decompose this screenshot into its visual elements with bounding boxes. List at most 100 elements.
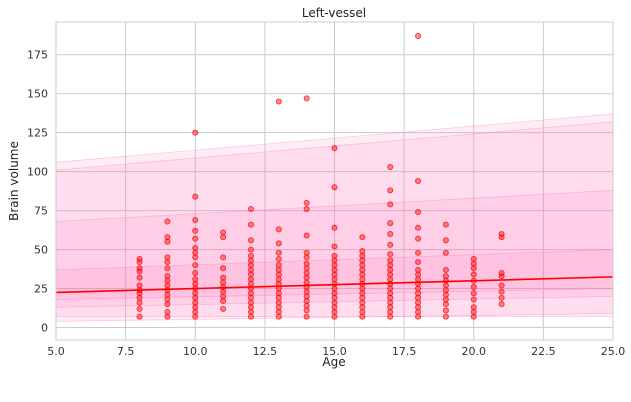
- data-point: [164, 282, 171, 289]
- data-point: [331, 266, 338, 273]
- data-point: [331, 224, 338, 231]
- data-point: [498, 234, 505, 241]
- data-point: [247, 304, 254, 311]
- data-point: [220, 305, 227, 312]
- data-point: [303, 279, 310, 286]
- data-point: [359, 271, 366, 278]
- data-point: [415, 177, 422, 184]
- data-point: [359, 280, 366, 287]
- data-point: [359, 257, 366, 264]
- data-point: [275, 285, 282, 292]
- data-point: [303, 283, 310, 290]
- data-point: [415, 308, 422, 315]
- data-point: [331, 243, 338, 250]
- data-point: [415, 235, 422, 242]
- data-point: [247, 285, 254, 292]
- data-point: [498, 288, 505, 295]
- data-point: [498, 273, 505, 280]
- data-point: [331, 290, 338, 297]
- data-point: [247, 266, 254, 273]
- data-point: [164, 313, 171, 320]
- x-tick-label: 10.0: [183, 345, 208, 358]
- data-point: [247, 280, 254, 287]
- x-tick-label: 20.0: [462, 345, 487, 358]
- data-point: [387, 262, 394, 269]
- data-point: [331, 285, 338, 292]
- data-point: [415, 224, 422, 231]
- data-point: [136, 313, 143, 320]
- data-point: [387, 299, 394, 306]
- data-point: [498, 294, 505, 301]
- y-axis-label: Brain volume: [7, 141, 21, 221]
- data-point: [331, 145, 338, 152]
- data-point: [303, 274, 310, 281]
- y-axis-ticks: 0 25 50 75 100 125 150 175: [27, 49, 48, 335]
- data-point: [498, 230, 505, 237]
- data-point: [387, 290, 394, 297]
- x-tick-label: 22.5: [531, 345, 556, 358]
- data-point: [220, 274, 227, 281]
- data-point: [387, 163, 394, 170]
- data-point: [136, 274, 143, 281]
- data-point: [164, 254, 171, 261]
- data-point: [415, 299, 422, 306]
- data-point: [164, 301, 171, 308]
- data-point: [247, 276, 254, 283]
- data-point: [415, 271, 422, 278]
- data-point: [359, 252, 366, 259]
- data-point: [359, 248, 366, 255]
- data-point: [275, 262, 282, 269]
- data-point: [359, 290, 366, 297]
- data-point: [470, 265, 477, 272]
- data-point: [192, 262, 199, 269]
- data-point: [275, 313, 282, 320]
- data-point: [192, 304, 199, 311]
- data-point: [136, 287, 143, 294]
- data-point: [303, 199, 310, 206]
- data-point: [387, 187, 394, 194]
- data-point: [136, 282, 143, 289]
- data-point: [303, 307, 310, 314]
- data-point: [164, 273, 171, 280]
- y-tick-label: 75: [34, 205, 48, 218]
- data-point: [415, 304, 422, 311]
- data-point: [331, 262, 338, 269]
- data-point: [415, 313, 422, 320]
- data-point: [220, 288, 227, 295]
- data-point: [470, 308, 477, 315]
- data-point: [470, 290, 477, 297]
- data-point: [331, 304, 338, 311]
- data-point: [387, 201, 394, 208]
- data-point: [136, 299, 143, 306]
- data-point: [470, 271, 477, 278]
- data-point: [164, 296, 171, 303]
- data-point: [220, 265, 227, 272]
- data-point: [275, 308, 282, 315]
- data-point: [192, 249, 199, 256]
- data-point: [415, 290, 422, 297]
- data-point: [442, 266, 449, 273]
- data-point: [192, 313, 199, 320]
- data-point: [331, 294, 338, 301]
- data-point: [220, 234, 227, 241]
- data-point: [331, 271, 338, 278]
- data-point: [359, 262, 366, 269]
- data-point: [442, 237, 449, 244]
- data-point: [192, 308, 199, 315]
- data-point: [303, 206, 310, 213]
- data-point: [470, 277, 477, 284]
- data-point: [387, 266, 394, 273]
- data-point: [470, 283, 477, 290]
- data-point: [415, 259, 422, 266]
- data-point: [359, 304, 366, 311]
- data-point: [442, 273, 449, 280]
- data-point: [303, 260, 310, 267]
- data-point: [136, 294, 143, 301]
- data-point: [303, 288, 310, 295]
- data-point: [303, 313, 310, 320]
- data-point: [359, 308, 366, 315]
- data-point: [498, 301, 505, 308]
- data-point: [387, 230, 394, 237]
- data-point: [192, 299, 199, 306]
- data-point: [470, 260, 477, 267]
